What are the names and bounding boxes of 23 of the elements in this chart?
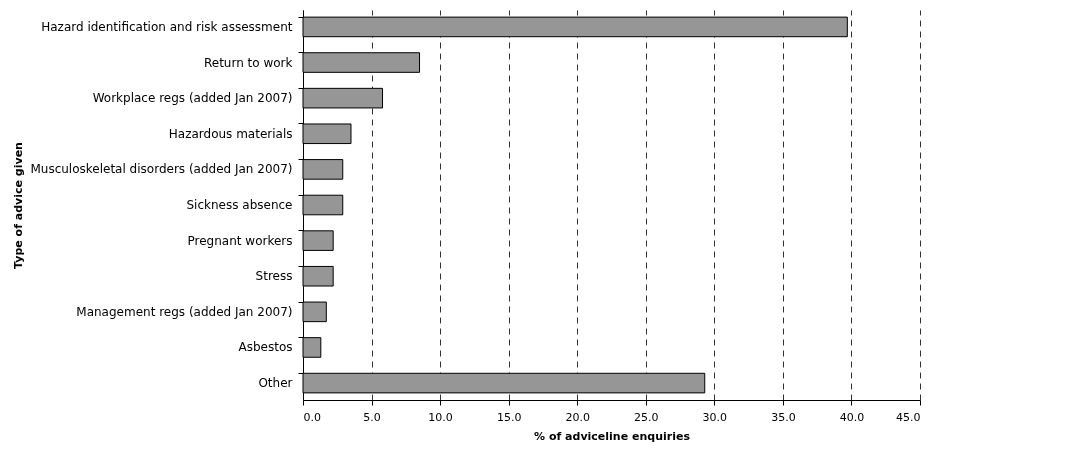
- x-tick-label: 15.0: [496, 410, 522, 424]
- x-tick-label: 40.0: [839, 410, 865, 424]
- y-tick-label: Sickness absence: [186, 198, 293, 212]
- x-tick-label: 35.0: [771, 410, 796, 424]
- y-tick-label: Return to work: [203, 55, 293, 70]
- y-tick-label: Workplace regs (added Jan 2007): [92, 91, 293, 106]
- y-tick-label: Stress: [255, 269, 293, 284]
- y-tick-label: Musculoskeletal disorders (added Jan 2007): [30, 162, 293, 177]
- x-tick-label: 20.0: [565, 410, 590, 424]
- x-tick-label: 5.0: [363, 410, 381, 424]
- x-tick-label: 30.0: [702, 410, 728, 424]
- x-tick-label: 45.0: [896, 410, 921, 424]
- x-tick-label: 10.0: [428, 410, 453, 424]
- y-axis-title: Type of advice given: [11, 142, 25, 269]
- y-tick-label: Hazardous materials: [168, 126, 293, 141]
- y-tick-label: Pregnant workers: [187, 233, 293, 248]
- y-tick-label: Hazard identification and risk assessment: [41, 19, 293, 34]
- x-axis-title: % of adviceline enquiries: [534, 429, 691, 443]
- y-tick-label: Asbestos: [238, 340, 293, 355]
- x-tick-label: 25.0: [634, 410, 659, 424]
- x-tick-label: 0.0: [303, 410, 321, 424]
- y-tick-label: Other: [258, 376, 293, 391]
- y-tick-label: Management regs (added Jan 2007): [76, 304, 293, 319]
